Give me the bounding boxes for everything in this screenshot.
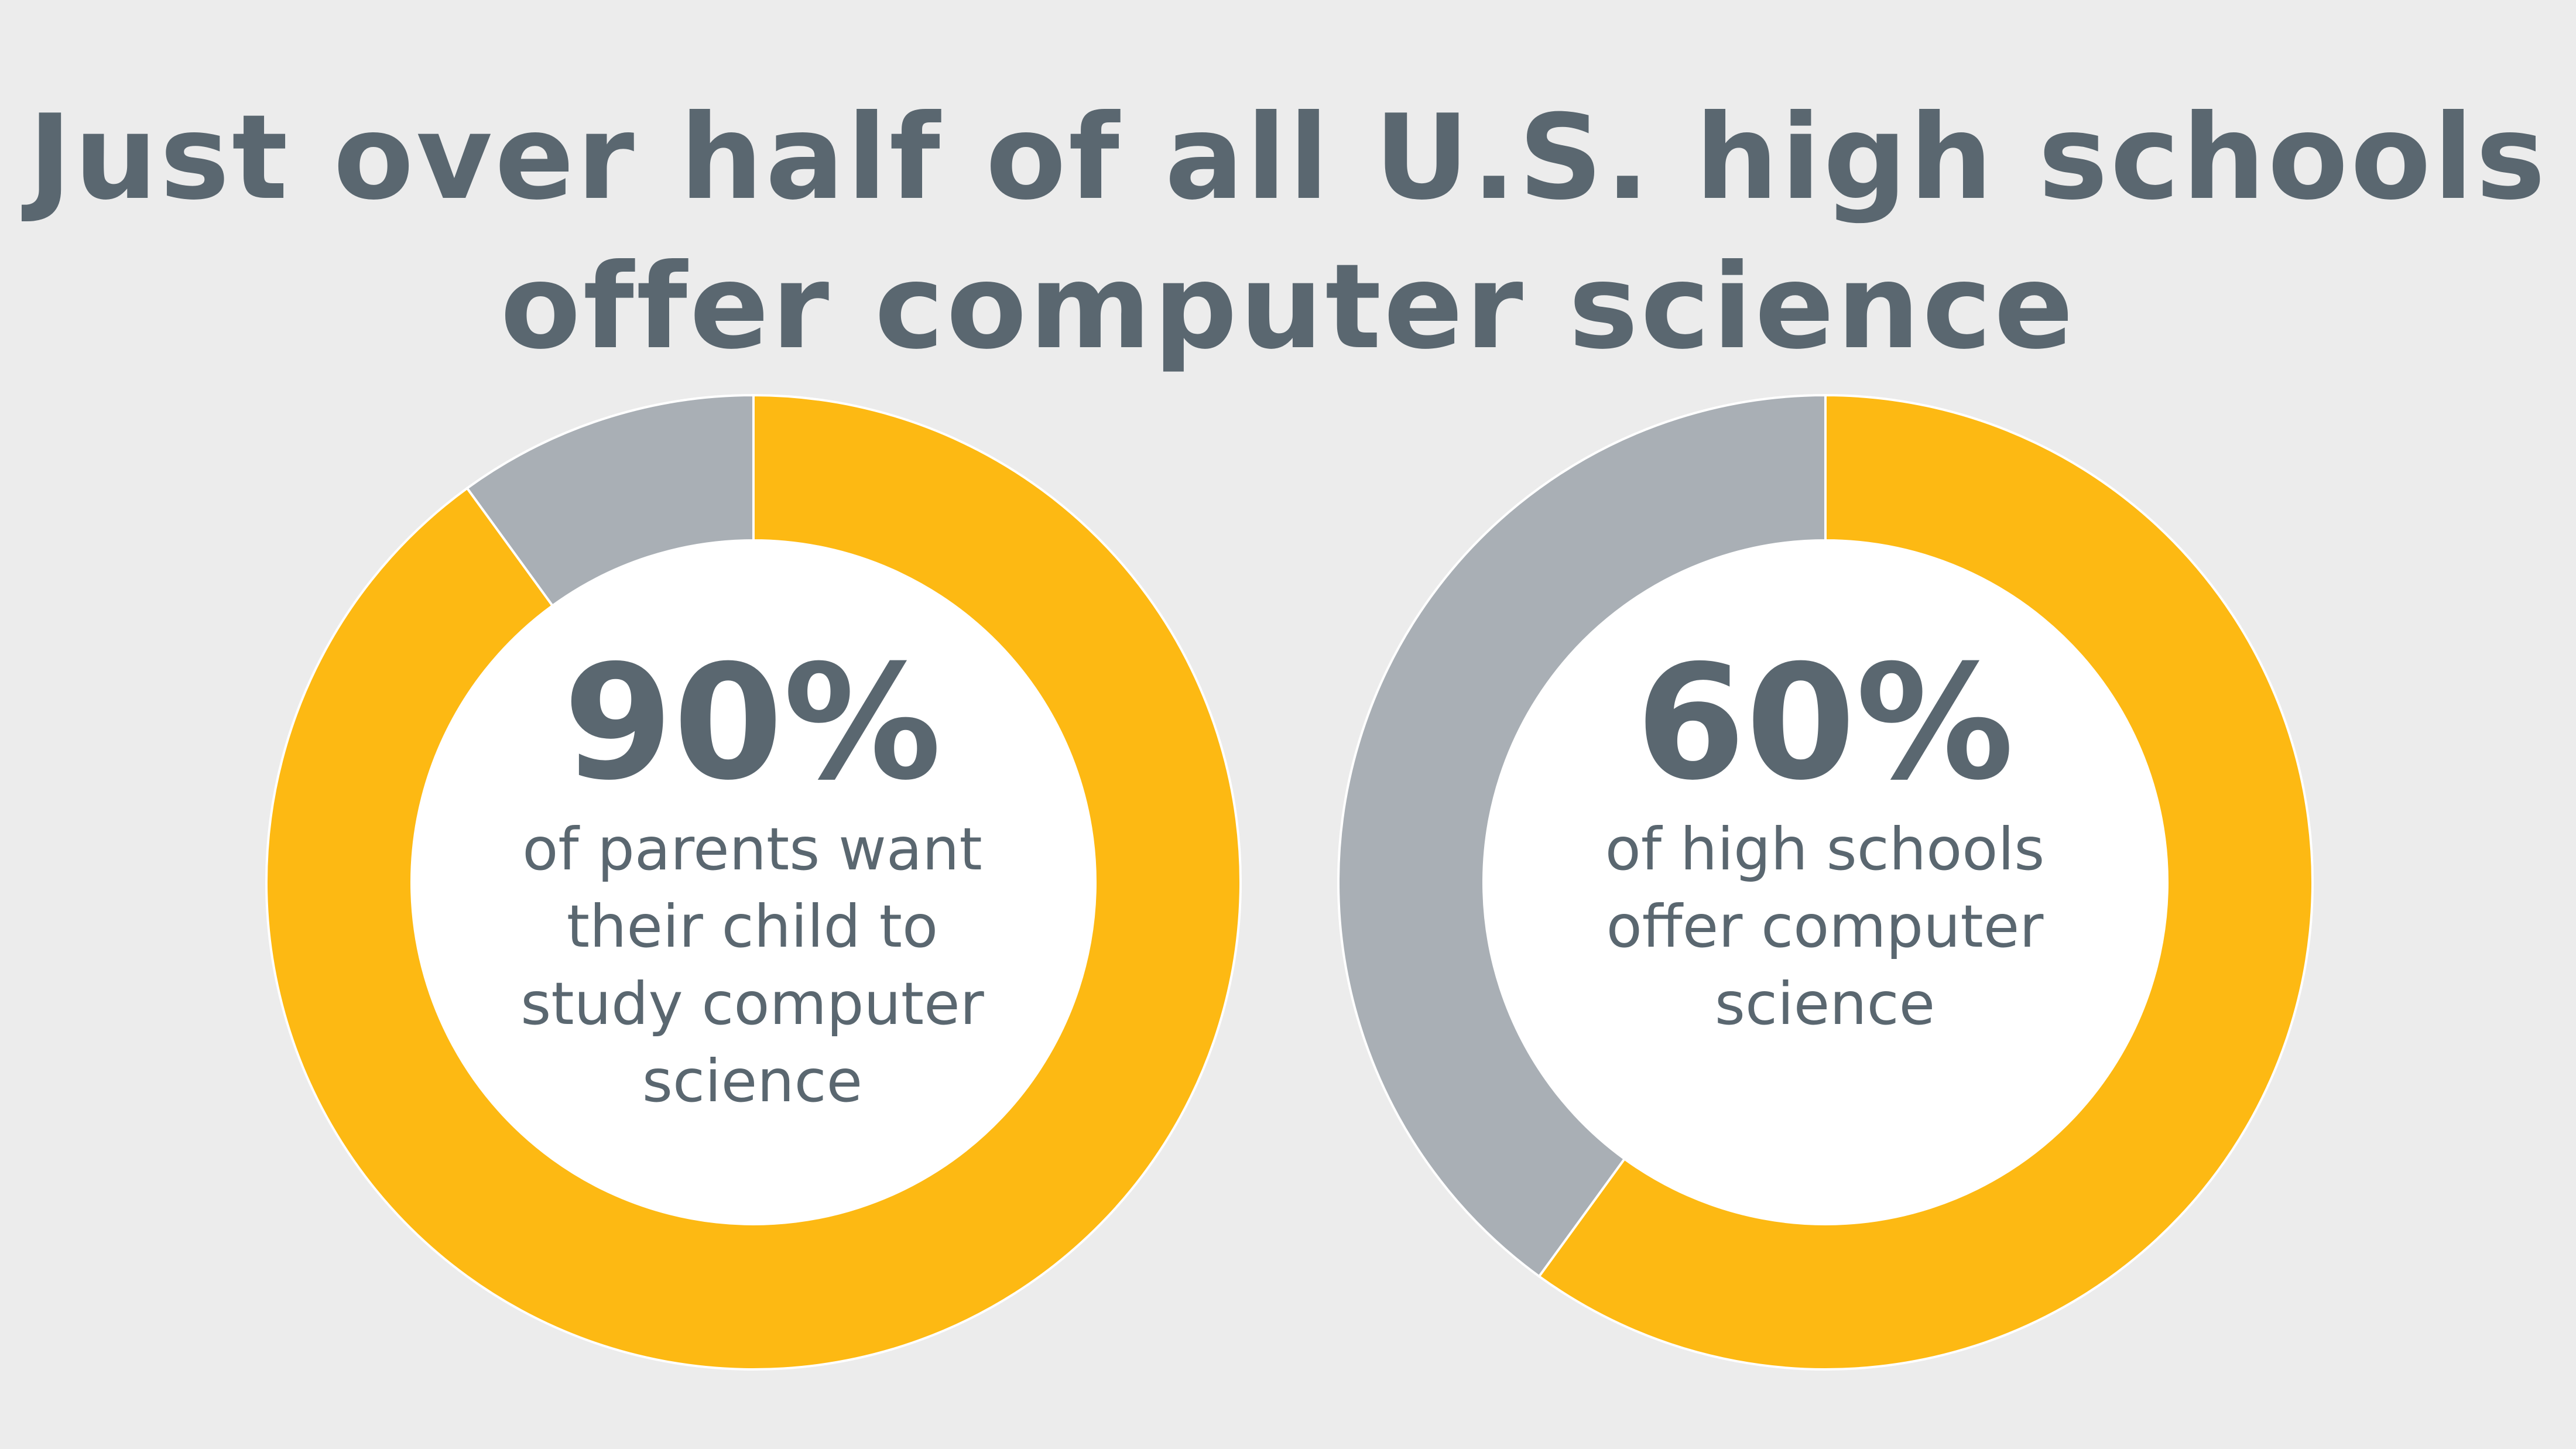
donut-1-center: 60% of high schools offer computer scien… xyxy=(1503,635,2147,1043)
chart-title-line-2: offer computer science xyxy=(500,239,2076,375)
donut-1-desc-1: of high schools xyxy=(1605,815,2045,883)
chart-title-line-1: Just over half of all U.S. high schools xyxy=(28,90,2548,226)
donut-1-value: 60% xyxy=(1635,631,2015,815)
donut-0-value: 90% xyxy=(563,631,942,815)
donut-1-desc-2: offer computer xyxy=(1606,892,2044,961)
donut-0-desc-1: of parents want xyxy=(522,815,982,883)
donut-1-hole xyxy=(1484,540,2167,1224)
donut-0-desc-2: their child to xyxy=(566,892,938,961)
donut-0-center: 90% of parents want their child to study… xyxy=(430,635,1074,1120)
donut-0-desc-4: science xyxy=(642,1047,863,1115)
donut-0-hole xyxy=(412,540,1095,1224)
donut-0-desc-3: study computer xyxy=(520,970,984,1038)
donut-1-desc-3: science xyxy=(1714,970,1936,1038)
